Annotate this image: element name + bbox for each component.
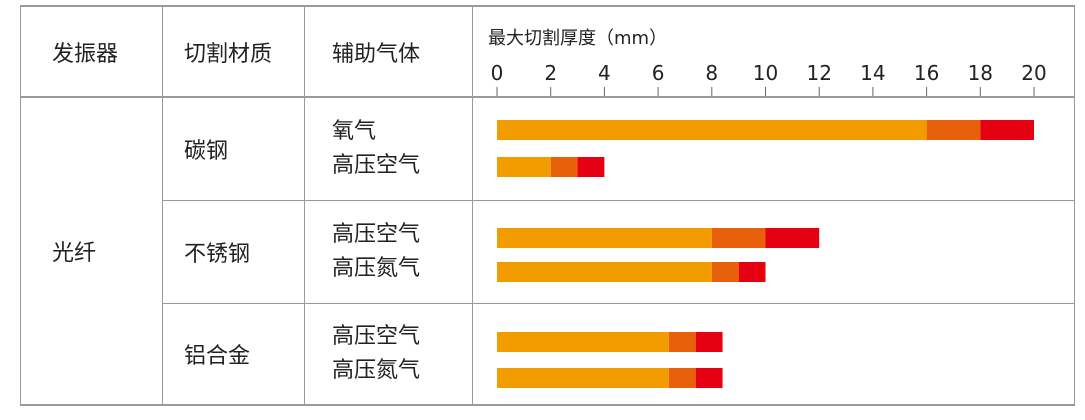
bar-segment <box>497 120 927 140</box>
bar-segment <box>668 368 696 388</box>
table-left-border <box>20 5 21 406</box>
row-divider-1 <box>162 200 1075 201</box>
bar-segment <box>738 262 766 282</box>
tick-label: 10 <box>753 61 778 85</box>
column-divider-3 <box>472 5 473 406</box>
table-top-border <box>20 5 1075 7</box>
bar-segment <box>926 120 981 140</box>
bar-segment <box>711 262 739 282</box>
bar-segment <box>668 332 696 352</box>
bar-segment <box>577 157 605 177</box>
header-oscillator: 发振器 <box>52 41 119 67</box>
bar-segment <box>711 228 766 248</box>
material-stainless-steel: 不锈钢 <box>184 242 251 267</box>
gas-cell-aluminum-alloy: 高压空气 高压氮气 <box>332 304 420 404</box>
tick-group: 0 2 4 6 8 10 12 14 16 18 20 <box>491 61 1047 96</box>
bar-segment <box>695 368 723 388</box>
bar-group <box>497 120 1034 388</box>
tick-label: 18 <box>968 61 993 85</box>
gas-label: 高压空气 <box>332 153 421 178</box>
bar-segment <box>695 332 723 352</box>
material-carbon-steel: 碳钢 <box>184 139 229 164</box>
material-aluminum-alloy: 铝合金 <box>184 344 251 369</box>
row-divider-2 <box>162 303 1075 304</box>
gas-cell-stainless-steel: 高压空气 高压氮气 <box>332 201 420 303</box>
column-divider-2 <box>304 5 305 406</box>
gas-label: 高压空气 <box>332 324 421 349</box>
gas-label: 高压空气 <box>332 222 421 247</box>
tick-label: 8 <box>705 61 718 85</box>
gas-label: 高压氮气 <box>332 256 421 281</box>
tick-label: 4 <box>598 61 611 85</box>
tick-label: 14 <box>860 61 885 85</box>
tick-label: 2 <box>544 61 557 85</box>
tick-label: 0 <box>491 61 504 85</box>
bar-segment <box>497 228 712 248</box>
gas-cell-carbon-steel: 氧气 高压空气 <box>332 98 420 200</box>
tick-label: 6 <box>652 61 665 85</box>
header-material: 切割材质 <box>184 41 273 67</box>
bar-segment <box>497 157 551 177</box>
tick-label: 16 <box>914 61 939 85</box>
header-bottom-border <box>20 96 1075 98</box>
bar-segment <box>550 157 578 177</box>
chart-title: 最大切割厚度（mm） <box>488 28 667 49</box>
header-gas: 辅助气体 <box>332 41 421 67</box>
gas-label: 氧气 <box>332 119 377 144</box>
bar-segment <box>497 368 669 388</box>
oscillator-fiber: 光纤 <box>52 241 97 266</box>
column-divider-1 <box>162 5 163 406</box>
gas-label: 高压氮气 <box>332 358 421 383</box>
tick-label: 20 <box>1021 61 1046 85</box>
bar-segment <box>980 120 1034 140</box>
table-right-border <box>1074 5 1075 406</box>
table-bottom-border <box>20 404 1075 406</box>
tick-label: 12 <box>806 61 831 85</box>
bar-segment <box>497 262 712 282</box>
bar-segment <box>765 228 820 248</box>
bar-segment <box>497 332 669 352</box>
